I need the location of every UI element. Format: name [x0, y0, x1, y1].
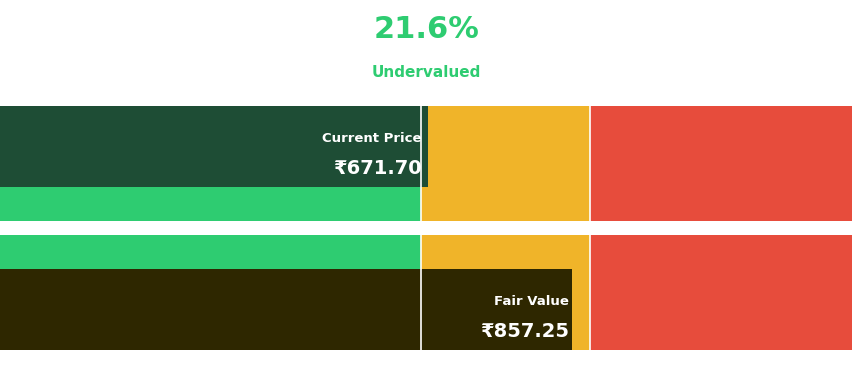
- Text: ₹671.70: ₹671.70: [332, 160, 421, 179]
- Bar: [421, 72, 590, 221]
- Bar: [0, 269, 571, 350]
- Text: 21.6%: 21.6%: [373, 15, 479, 44]
- Bar: [590, 72, 852, 221]
- Bar: [0, 106, 428, 187]
- Text: ₹857.25: ₹857.25: [480, 323, 568, 342]
- Bar: [590, 235, 852, 380]
- Bar: [0, 235, 421, 380]
- Bar: [421, 235, 590, 380]
- Text: Fair Value: Fair Value: [493, 295, 568, 308]
- Text: Undervalued: Undervalued: [371, 65, 481, 79]
- Text: Current Price: Current Price: [321, 132, 421, 145]
- Bar: [0, 72, 421, 221]
